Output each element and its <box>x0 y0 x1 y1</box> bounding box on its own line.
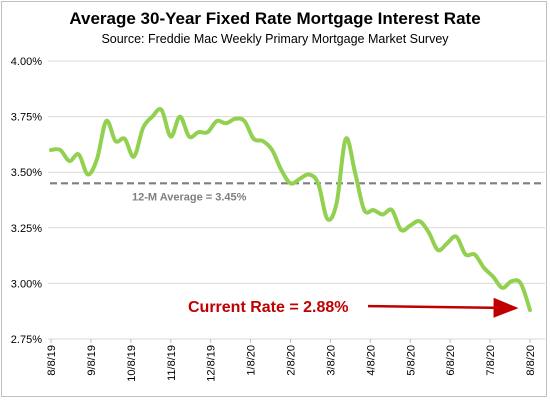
series-line-mortgage-rate <box>49 107 532 313</box>
x-tick-label: 4/8/20 <box>365 345 377 376</box>
series-layer <box>49 107 532 313</box>
y-tick-label: 3.00% <box>11 278 42 290</box>
y-tick-label: 3.50% <box>11 167 42 179</box>
y-tick-label: 3.25% <box>11 223 42 235</box>
average-label: 12-M Average = 3.45% <box>132 191 247 203</box>
x-axis-ticks: 8/8/19 9/8/19 10/8/19 11/8/19 12/8/19 1/8/20 2… <box>46 339 537 382</box>
x-tick-label: 6/8/20 <box>445 345 457 376</box>
chart-subtitle: Source: Freddie Mac Weekly Primary Mortg… <box>101 32 449 46</box>
x-tick-label: 11/8/19 <box>166 345 178 381</box>
x-tick-label: 8/8/19 <box>46 345 58 376</box>
grid-lines <box>48 60 545 340</box>
x-tick-label: 9/8/19 <box>86 345 98 376</box>
y-tick-label: 3.75% <box>11 112 42 124</box>
x-tick-label: 7/8/20 <box>485 345 497 376</box>
y-axis-ticks: 2.75% 3.00% 3.25% 3.50% 3.75% 4.00% <box>11 56 42 346</box>
y-tick-label: 4.00% <box>11 56 42 68</box>
x-tick-label: 1/8/20 <box>246 345 258 376</box>
x-tick-label: 2/8/20 <box>286 345 298 376</box>
x-tick-label: 12/8/19 <box>206 345 218 382</box>
current-rate-arrow <box>367 297 519 318</box>
chart-title: Average 30-Year Fixed Rate Mortgage Inte… <box>69 9 480 28</box>
current-rate-annotation: Current Rate = 2.88% <box>188 297 519 318</box>
x-tick-label: 3/8/20 <box>325 345 337 376</box>
y-tick-label: 2.75% <box>11 334 42 346</box>
x-tick-label: 8/8/20 <box>525 345 537 376</box>
x-tick-label: 10/8/19 <box>126 345 138 382</box>
average-reference: 12-M Average = 3.45% <box>50 182 542 203</box>
x-tick-label: 5/8/20 <box>405 345 417 376</box>
current-rate-label: Current Rate = 2.88% <box>188 299 349 316</box>
